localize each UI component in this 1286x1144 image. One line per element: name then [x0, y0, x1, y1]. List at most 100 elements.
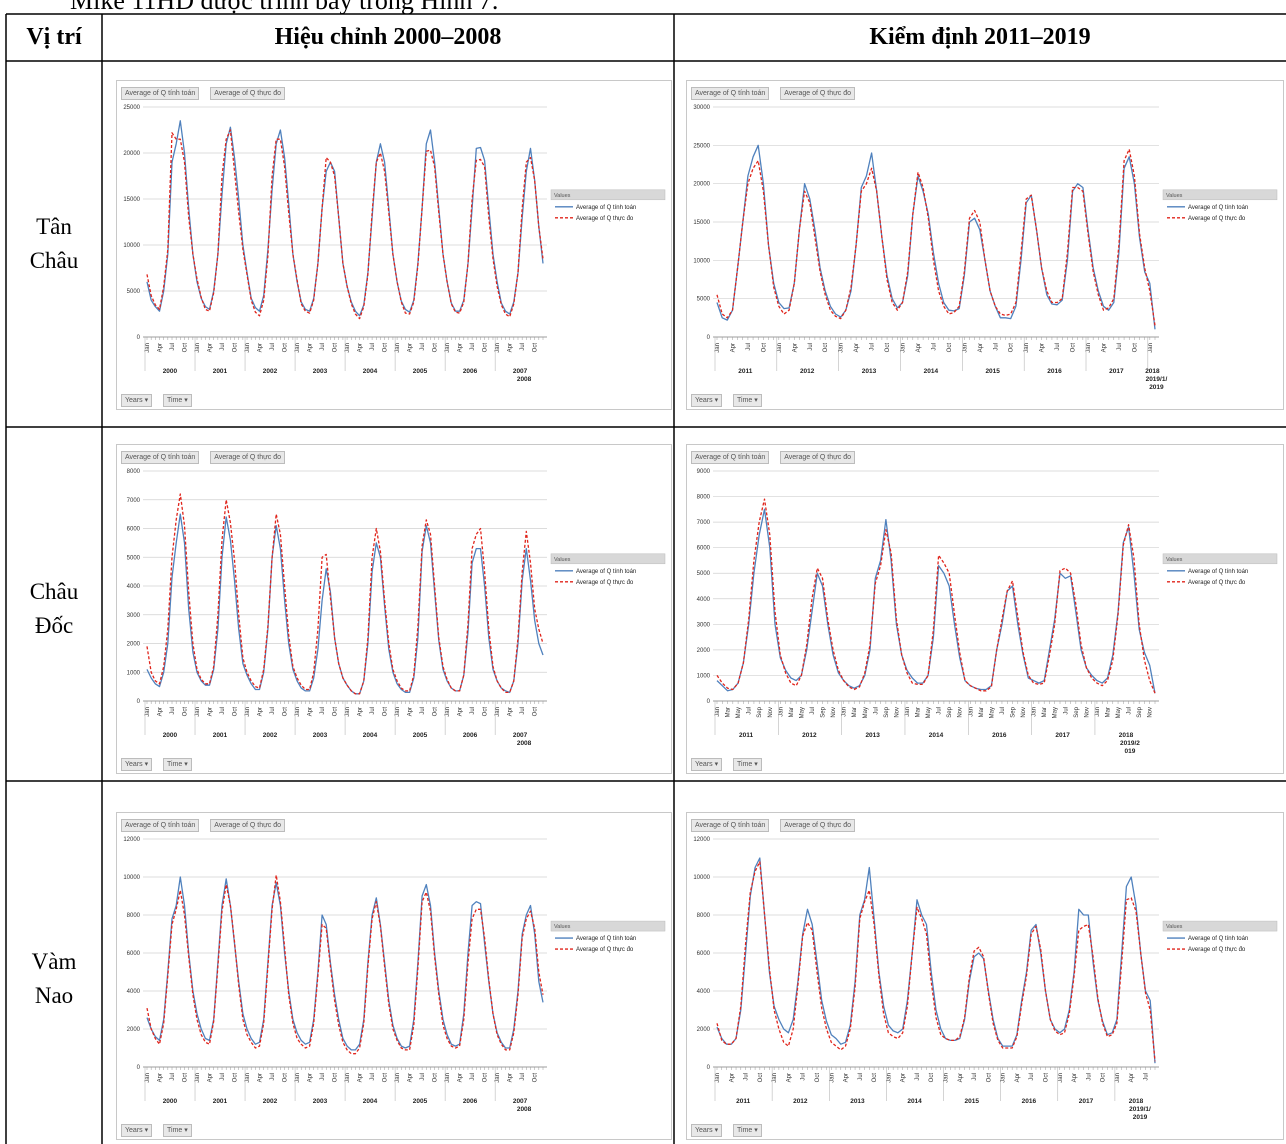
axis-field-button[interactable]: Years ▾	[121, 394, 153, 407]
year-label: 2011	[738, 368, 752, 375]
legend-title: Values	[554, 557, 571, 563]
axis-field-button[interactable]: Time ▾	[733, 758, 762, 771]
year-label: 2019/2	[1120, 740, 1140, 747]
chart-cell-chau-doc-validation: Average of Q tính toán Average of Q thực …	[686, 444, 1284, 774]
legend-label: Average of Q thực đo	[1188, 947, 1246, 953]
y-tick-label: 0	[707, 699, 711, 705]
month-tick-label: Sep	[821, 706, 827, 717]
month-tick-label: Jul	[1127, 707, 1133, 715]
y-tick-label: 7000	[697, 520, 711, 526]
axis-field-button[interactable]: Years ▾	[121, 1124, 153, 1137]
value-field-button[interactable]: Average of Q thực đo	[210, 87, 286, 100]
month-tick-label: Apr	[358, 707, 364, 716]
month-tick-label: Jan	[295, 343, 301, 353]
month-tick-label: Jul	[746, 343, 752, 351]
month-tick-label: Jan	[839, 343, 845, 353]
line-chart: 0 1000 2000 3000 4000 5000 6000 7000 8000 9000 Jan…	[697, 469, 1278, 755]
month-tick-label: Jan	[345, 1073, 351, 1083]
month-tick-label: Jan	[905, 707, 911, 717]
value-field-button[interactable]: Average of Q thực đo	[780, 451, 856, 464]
value-field-button[interactable]: Average of Q tính toán	[691, 819, 770, 832]
y-tick-label: 15000	[693, 220, 710, 226]
month-tick-label: Jan	[295, 707, 301, 717]
month-tick-label: Apr	[1015, 1073, 1021, 1082]
year-label: 2006	[463, 1098, 478, 1105]
value-field-button[interactable]: Average of Q thực đo	[780, 87, 856, 100]
month-tick-label: Jul	[1086, 1073, 1092, 1081]
year-label: 2013	[865, 732, 880, 739]
value-field-button[interactable]: Average of Q tính toán	[121, 819, 200, 832]
month-tick-label: Jan	[345, 343, 351, 353]
axis-field-button[interactable]: Time ▾	[733, 394, 762, 407]
month-tick-label: Apr	[408, 1073, 414, 1082]
month-tick-label: Oct	[1044, 1073, 1050, 1083]
month-tick-label: Jan	[715, 1073, 721, 1083]
value-field-button[interactable]: Average of Q thực đo	[210, 819, 286, 832]
month-tick-label: Jan	[1001, 1073, 1007, 1083]
month-tick-label: Apr	[844, 1073, 850, 1082]
month-tick-label: Nov	[894, 707, 900, 718]
location-tan-chau: Tân Châu	[6, 210, 102, 278]
axis-field-button[interactable]: Years ▾	[691, 1124, 723, 1137]
axis-field-button[interactable]: Years ▾	[691, 394, 723, 407]
y-tick-label: 20000	[693, 182, 710, 188]
year-label: 2011	[736, 1098, 750, 1105]
month-tick-label: Oct	[1132, 343, 1138, 353]
year-label: 2018	[1119, 732, 1134, 739]
value-field-button[interactable]: Average of Q thực đo	[780, 819, 856, 832]
month-tick-label: Apr	[786, 1073, 792, 1082]
line-chart: 0 5000 10000 15000 20000 25000 Jan Apr Jul Oct Jan…	[123, 105, 666, 383]
axis-field-button[interactable]: Time ▾	[163, 758, 192, 771]
axis-field-button[interactable]: Time ▾	[163, 1124, 192, 1137]
month-tick-label: Oct	[885, 343, 891, 353]
month-tick-label: Jan	[778, 707, 784, 717]
month-tick-label: Oct	[929, 1073, 935, 1083]
month-tick-label: Sep	[1074, 706, 1080, 717]
month-tick-label: Apr	[258, 343, 264, 352]
month-tick-label: Nov	[768, 707, 774, 718]
axis-field-button[interactable]: Time ▾	[163, 394, 192, 407]
series-line-computed	[716, 144, 1156, 330]
month-tick-label: Mar	[789, 707, 795, 717]
axis-field-button[interactable]: Years ▾	[121, 758, 153, 771]
month-tick-label: Mar	[1042, 707, 1048, 717]
axis-field-button[interactable]: Years ▾	[691, 758, 723, 771]
month-tick-label: Jul	[937, 707, 943, 715]
series-line-computed	[146, 120, 544, 317]
pivot-chart-pane: Average of Q tính toán Average of Q thực …	[686, 444, 1284, 774]
legend-label: Average of Q thực đo	[1188, 580, 1246, 586]
month-tick-label: Jan	[715, 343, 721, 353]
legend-label: Average of Q tính toán	[1188, 205, 1248, 211]
year-label: 2016	[1047, 368, 1062, 375]
year-label: 2005	[413, 1098, 428, 1105]
month-tick-label: Jan	[1032, 707, 1038, 717]
series-line-observed	[146, 874, 544, 1055]
value-field-button[interactable]: Average of Q tính toán	[121, 451, 200, 464]
month-tick-label: Apr	[792, 343, 798, 352]
month-tick-label: Oct	[1009, 343, 1015, 353]
year-label: 2019	[1149, 384, 1164, 391]
month-tick-label: Oct	[433, 1073, 439, 1083]
month-tick-label: Jan	[962, 343, 968, 353]
month-tick-label: Oct	[233, 343, 239, 353]
year-label: 2015	[964, 1098, 979, 1105]
year-label: 2001	[213, 732, 228, 739]
month-tick-label: Oct	[761, 343, 767, 353]
month-tick-label: Jul	[270, 707, 276, 715]
month-tick-label: Sep	[947, 706, 953, 717]
value-field-button[interactable]: Average of Q tính toán	[121, 87, 200, 100]
value-field-button[interactable]: Average of Q tính toán	[691, 451, 770, 464]
month-tick-label: Mar	[916, 707, 922, 717]
value-field-button[interactable]: Average of Q thực đo	[210, 451, 286, 464]
month-tick-label: Sep	[1137, 706, 1143, 717]
month-tick-label: Jan	[345, 707, 351, 717]
month-tick-label: Jan	[777, 343, 783, 353]
y-tick-label: 6000	[697, 546, 711, 552]
value-field-button[interactable]: Average of Q tính toán	[691, 87, 770, 100]
month-tick-label: Jan	[1086, 343, 1092, 353]
chart-cell-tan-chau-calibration: Average of Q tính toán Average of Q thực …	[116, 80, 672, 410]
month-tick-label: Oct	[533, 343, 539, 353]
month-tick-label: Jan	[886, 1073, 892, 1083]
axis-field-button[interactable]: Time ▾	[733, 1124, 762, 1137]
